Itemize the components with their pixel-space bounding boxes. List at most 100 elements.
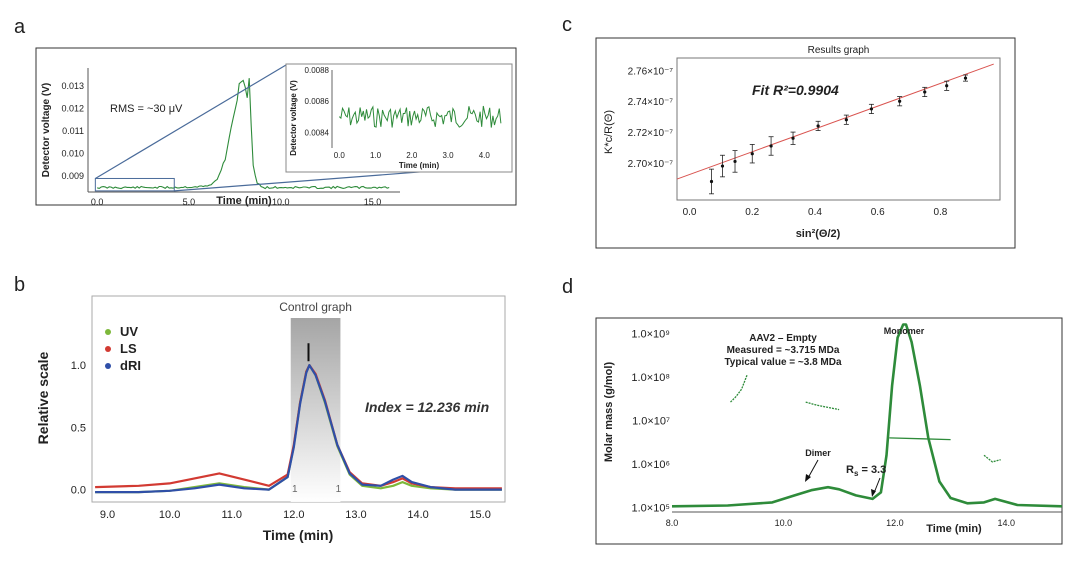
panel-b-legend-label: UV	[120, 324, 138, 339]
panel-b-series-dri	[95, 364, 502, 494]
panel-d-x-tick-label: 14.0	[998, 518, 1016, 528]
panel-a-inset-y-tick-label: 0.0084	[305, 128, 330, 137]
panel-d-y-label: Molar mass (g/mol)	[603, 362, 615, 463]
panel-a-connector-top	[95, 64, 287, 179]
panel-d-y-tick-label: 1.0×10⁹	[631, 328, 670, 340]
panel-b-x-tick-label: 11.0	[221, 509, 242, 521]
panel-b-index-annotation: Index = 12.236 min	[365, 399, 489, 415]
panel-c-data-point	[791, 136, 795, 140]
panel-b-x-tick-label: 13.0	[345, 509, 366, 521]
panel-a-x-tick-label: 15.0	[364, 197, 382, 207]
panel-c-data-point	[720, 164, 725, 168]
panel-a-x-label: Time (min)	[216, 195, 272, 207]
panel-c-y-label: K*c/R(Θ)	[603, 110, 615, 154]
panel-d-typical-label: Typical value = ~3.8 MDa	[724, 357, 842, 368]
panel-d-x-label: Time (min)	[926, 523, 982, 535]
panel-a-inset-x-tick-label: 4.0	[479, 151, 491, 160]
panel-c-y-tick-label: 2.74×10⁻⁷	[628, 97, 674, 108]
panel-b-title: Control graph	[279, 300, 352, 314]
panel-b-x-tick-label: 12.0	[283, 509, 304, 521]
panel-a-inset-x-tick-label: 3.0	[442, 151, 454, 160]
panel-c-data-point	[769, 144, 773, 148]
panel-b-x-tick-label: 9.0	[100, 509, 115, 521]
panel-c-x-tick-label: 0.2	[745, 207, 759, 218]
panel-letter-b: b	[14, 274, 26, 296]
panel-a-inset-frame	[285, 63, 513, 173]
panel-c-fit-annotation: Fit R²=0.9904	[752, 82, 839, 98]
panel-b-x-tick-label: 10.0	[159, 509, 180, 521]
panel-a-x-tick-label: 10.0	[272, 197, 290, 207]
panel-c-title: Results graph	[808, 45, 870, 56]
panel-b-region-end-label: 1	[336, 484, 342, 495]
panel-c-x-tick-label: 0.6	[871, 207, 885, 218]
panel-b-legend-label: LS	[120, 341, 137, 356]
panel-d-y-tick-label: 1.0×10⁵	[631, 503, 670, 515]
panel-a-inset-x-tick-label: 0.0	[334, 151, 346, 160]
panel-a-y-tick-label: 0.011	[62, 126, 84, 136]
panel-d-molar-mass-segment	[730, 374, 748, 403]
panel-a-inset-x-tick-label: 1.0	[370, 151, 382, 160]
panel-d-x-tick-label: 10.0	[775, 518, 793, 528]
panel-d-dimer-label: Dimer	[805, 448, 831, 458]
panel-a-y-tick-label: 0.013	[61, 81, 84, 91]
panel-b-x-label: Time (min)	[263, 527, 334, 543]
panel-d-x-tick-label: 12.0	[886, 518, 904, 528]
panel-c-x-tick-label: 0.0	[683, 207, 697, 218]
panel-c-data-point	[816, 124, 820, 128]
panel-d-rs-arrow	[873, 477, 881, 494]
panel-b-legend-marker	[105, 363, 111, 369]
panel-d-monomer-label: Monomer	[884, 326, 925, 336]
panel-d-dimer-arrowhead	[805, 474, 811, 482]
panel-a-inset-x-tick-label: 2.0	[406, 151, 418, 160]
panel-a-inset-y-label: Detector voltage (V)	[289, 80, 298, 156]
panel-c-y-tick-label: 2.70×10⁻⁷	[628, 159, 674, 170]
panel-d-x-tick-label: 8.0	[666, 518, 679, 528]
panel-letter-d: d	[562, 276, 574, 298]
panel-b-y-label: Relative scale	[35, 351, 51, 444]
panel-b-legend-marker	[105, 346, 111, 352]
panel-b-legend-label: dRI	[120, 358, 141, 373]
panel-c-fit-line	[676, 63, 994, 180]
panel-a-inset-y-tick-label: 0.0086	[305, 97, 330, 106]
panel-b-x-tick-label: 15.0	[469, 509, 490, 521]
panel-b-y-tick-label: 0.0	[71, 485, 86, 497]
panel-b-legend-marker	[105, 329, 111, 335]
panel-a-series-line	[97, 78, 390, 190]
panel-d-y-tick-label: 1.0×10⁸	[631, 372, 670, 384]
panel-a-rms-annotation: RMS = ~30 μV	[110, 103, 183, 115]
panel-b-region-start-label: 1	[292, 484, 298, 495]
panel-a-x-tick-label: 5.0	[183, 197, 196, 207]
panel-c-y-tick-label: 2.72×10⁻⁷	[628, 128, 674, 139]
panel-letter-a: a	[14, 16, 26, 38]
panel-a-y-tick-label: 0.012	[61, 104, 84, 114]
panel-c-data-point	[923, 90, 927, 94]
panel-a-inset-noise-line	[338, 105, 502, 128]
panel-a-inset-x-label: Time (min)	[399, 161, 440, 170]
panel-a-zoom-box	[94, 177, 175, 192]
panel-a-y-tick-label: 0.009	[61, 171, 84, 181]
panel-d-rs-arrowhead	[871, 489, 876, 497]
panel-d-molar-mass-segment	[805, 401, 840, 411]
panel-c-x-tick-label: 0.8	[933, 207, 947, 218]
panel-d-molar-mass-segment	[889, 437, 951, 441]
panel-c-data-point	[963, 76, 968, 80]
panel-a-y-label: Detector voltage (V)	[41, 83, 52, 177]
panel-d-y-tick-label: 1.0×10⁷	[632, 415, 670, 427]
panel-c-data-point	[733, 159, 737, 164]
panel-d-molar-mass-segment	[983, 454, 1001, 463]
panel-d-measured-label: Measured = ~3.715 MDa	[727, 345, 840, 356]
panel-d-rs-annotation: Rs = 3.3	[846, 464, 886, 478]
panel-b-y-tick-label: 0.5	[71, 422, 86, 434]
panel-c-y-tick-label: 2.76×10⁻⁷	[628, 66, 674, 77]
panel-a-inset-y-tick-label: 0.0088	[305, 66, 330, 75]
panel-b-y-tick-label: 1.0	[71, 360, 86, 372]
panel-c-x-label: sin²(Θ/2)	[796, 228, 841, 240]
panel-b-x-tick-label: 14.0	[407, 509, 428, 521]
panel-c-x-tick-label: 0.4	[808, 207, 822, 218]
panel-c-data-point	[869, 107, 874, 111]
panel-c-data-point	[898, 99, 902, 103]
panel-c-data-point	[945, 84, 949, 88]
panel-d-y-tick-label: 1.0×10⁶	[632, 459, 670, 471]
panel-d-trace-line	[671, 323, 1063, 508]
